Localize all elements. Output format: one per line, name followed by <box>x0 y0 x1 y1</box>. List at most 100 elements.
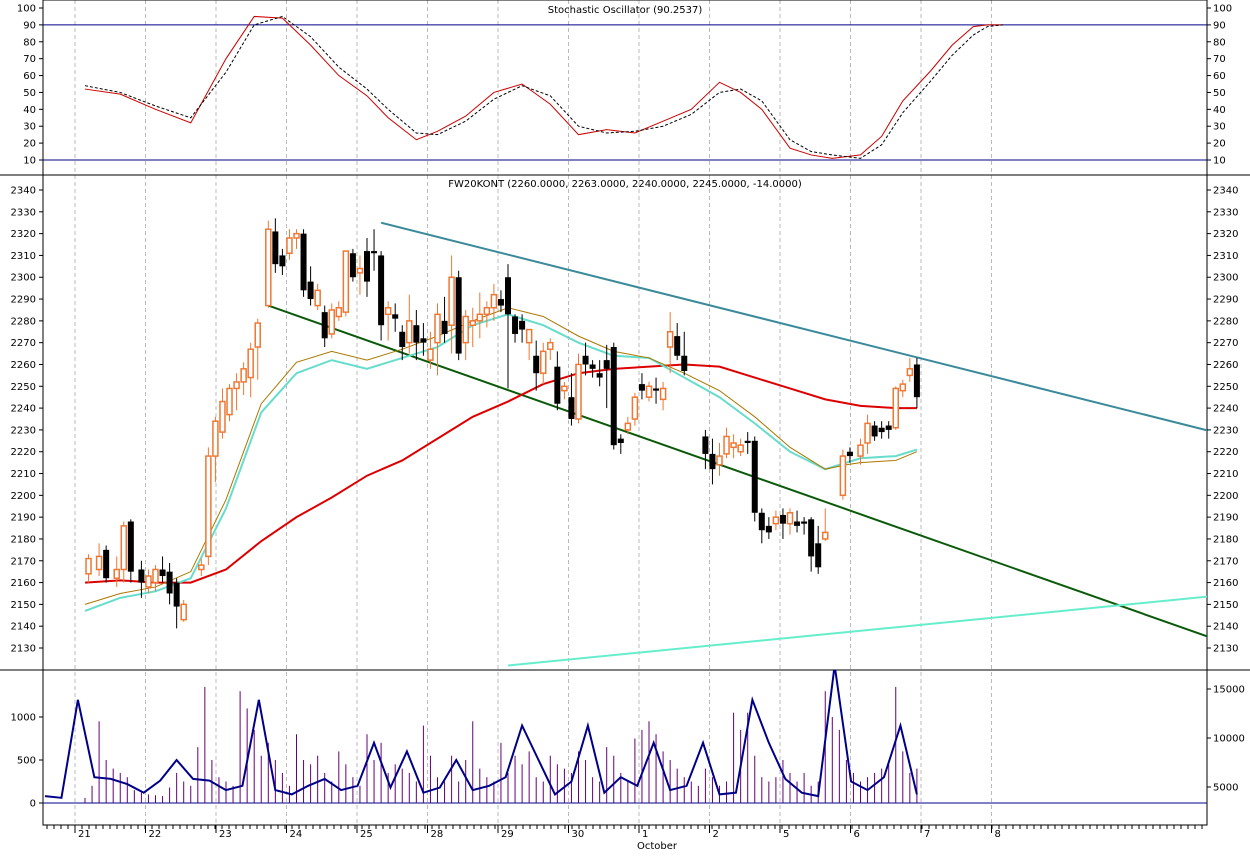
candle-up <box>469 307 476 348</box>
candle-body <box>173 582 180 607</box>
x-tick-label: 22 <box>149 829 162 840</box>
y-tick-label: 2190 <box>1213 513 1238 524</box>
candle-up <box>645 381 653 402</box>
y-tick-label: 2190 <box>11 513 36 524</box>
x-tick-label: 8 <box>995 829 1001 840</box>
month-label: October <box>637 841 678 851</box>
y-tick-label: 2210 <box>11 469 36 480</box>
candle-body <box>744 440 751 443</box>
candle-body <box>254 322 261 348</box>
candle-body <box>321 312 328 339</box>
candle-body <box>226 387 233 416</box>
candle-down <box>138 560 145 598</box>
y-tick-label: 2160 <box>1213 578 1238 589</box>
candle-down <box>497 290 504 313</box>
long-term-trendline <box>507 595 1207 667</box>
x-tick-label: 29 <box>501 829 514 840</box>
candle-body <box>113 568 120 579</box>
candle-body <box>265 228 272 307</box>
candle-up <box>356 255 364 295</box>
candle-down <box>871 421 878 441</box>
y-tick-label: 2170 <box>1213 556 1238 567</box>
candle-body <box>272 231 279 265</box>
y-tick-label: 2240 <box>11 404 36 415</box>
candle-body <box>674 336 681 356</box>
candle-body <box>589 364 596 369</box>
candle-body <box>349 253 356 278</box>
candle-up <box>716 442 723 476</box>
candle-up <box>547 338 554 361</box>
candle-up <box>205 447 212 566</box>
y-tick-label: 2330 <box>11 207 36 218</box>
volume-panel: 0 500 1000 5000 10000 15000 <box>11 670 1245 810</box>
candle-down <box>638 373 645 400</box>
candle-down <box>364 237 370 297</box>
y-tick-label: 60 <box>1213 71 1226 82</box>
candle-down <box>779 508 786 539</box>
candle-body <box>794 521 801 526</box>
candle-body <box>885 425 892 430</box>
candle-up <box>448 255 455 354</box>
y-tick-label: 2330 <box>1213 207 1238 218</box>
y-tick-label: 2270 <box>11 338 36 349</box>
candle-up <box>247 342 254 398</box>
candle-body <box>392 314 399 319</box>
candle-body <box>399 331 406 348</box>
y-tick-label: 90 <box>23 20 36 31</box>
candle-body <box>892 387 899 429</box>
candle-body <box>899 383 907 392</box>
candle-body <box>406 320 413 344</box>
candle-body <box>786 512 794 525</box>
candle-body <box>864 422 871 444</box>
y-tick-label: 2150 <box>1213 600 1238 611</box>
candle-body <box>335 307 343 318</box>
candle-up <box>113 556 120 587</box>
y-tick-label: 100 <box>17 4 36 15</box>
y-tick-label: 2150 <box>11 600 36 611</box>
candle-up <box>95 543 103 577</box>
candle-up <box>624 416 632 435</box>
upper-trendline <box>380 221 1207 432</box>
candle-down <box>173 578 180 629</box>
candle-down <box>378 251 385 341</box>
y-tick-label: 2130 <box>1213 644 1238 655</box>
candle-body <box>342 250 350 313</box>
candle-up <box>462 309 469 361</box>
candle-up <box>427 331 434 369</box>
x-tick-label: 25 <box>360 829 373 840</box>
candle-body <box>95 555 103 571</box>
y-tick-label: 30 <box>1213 122 1226 133</box>
candle-down <box>758 508 765 544</box>
candle-body <box>505 277 511 315</box>
candle-body <box>512 316 519 334</box>
candle-down <box>392 303 399 332</box>
y-tick-label: 5000 <box>1213 783 1238 794</box>
x-tick-label: 1 <box>642 829 648 840</box>
candle-body <box>356 267 364 274</box>
y-tick-label: 500 <box>17 756 36 767</box>
candle-body <box>666 331 674 348</box>
candle-body <box>568 397 575 419</box>
candle-up <box>730 434 737 459</box>
candle-body <box>603 360 610 369</box>
candle-body <box>328 309 335 335</box>
y-tick-label: 50 <box>1213 88 1226 99</box>
candle-up <box>384 301 392 341</box>
candle-down <box>808 517 815 572</box>
candle-body <box>307 281 314 300</box>
candle-body <box>857 444 864 457</box>
candle-body <box>293 232 300 239</box>
candle-body <box>103 549 110 579</box>
candle-down <box>878 421 885 439</box>
candle-body <box>617 438 624 443</box>
candle-up <box>212 416 219 483</box>
candle-down <box>166 562 173 605</box>
candle-body <box>702 436 709 454</box>
candle-down <box>554 351 561 411</box>
candle-up <box>631 392 639 426</box>
candle-up <box>822 508 829 542</box>
candle-up <box>145 569 152 594</box>
y-tick-label: 70 <box>1213 54 1226 65</box>
